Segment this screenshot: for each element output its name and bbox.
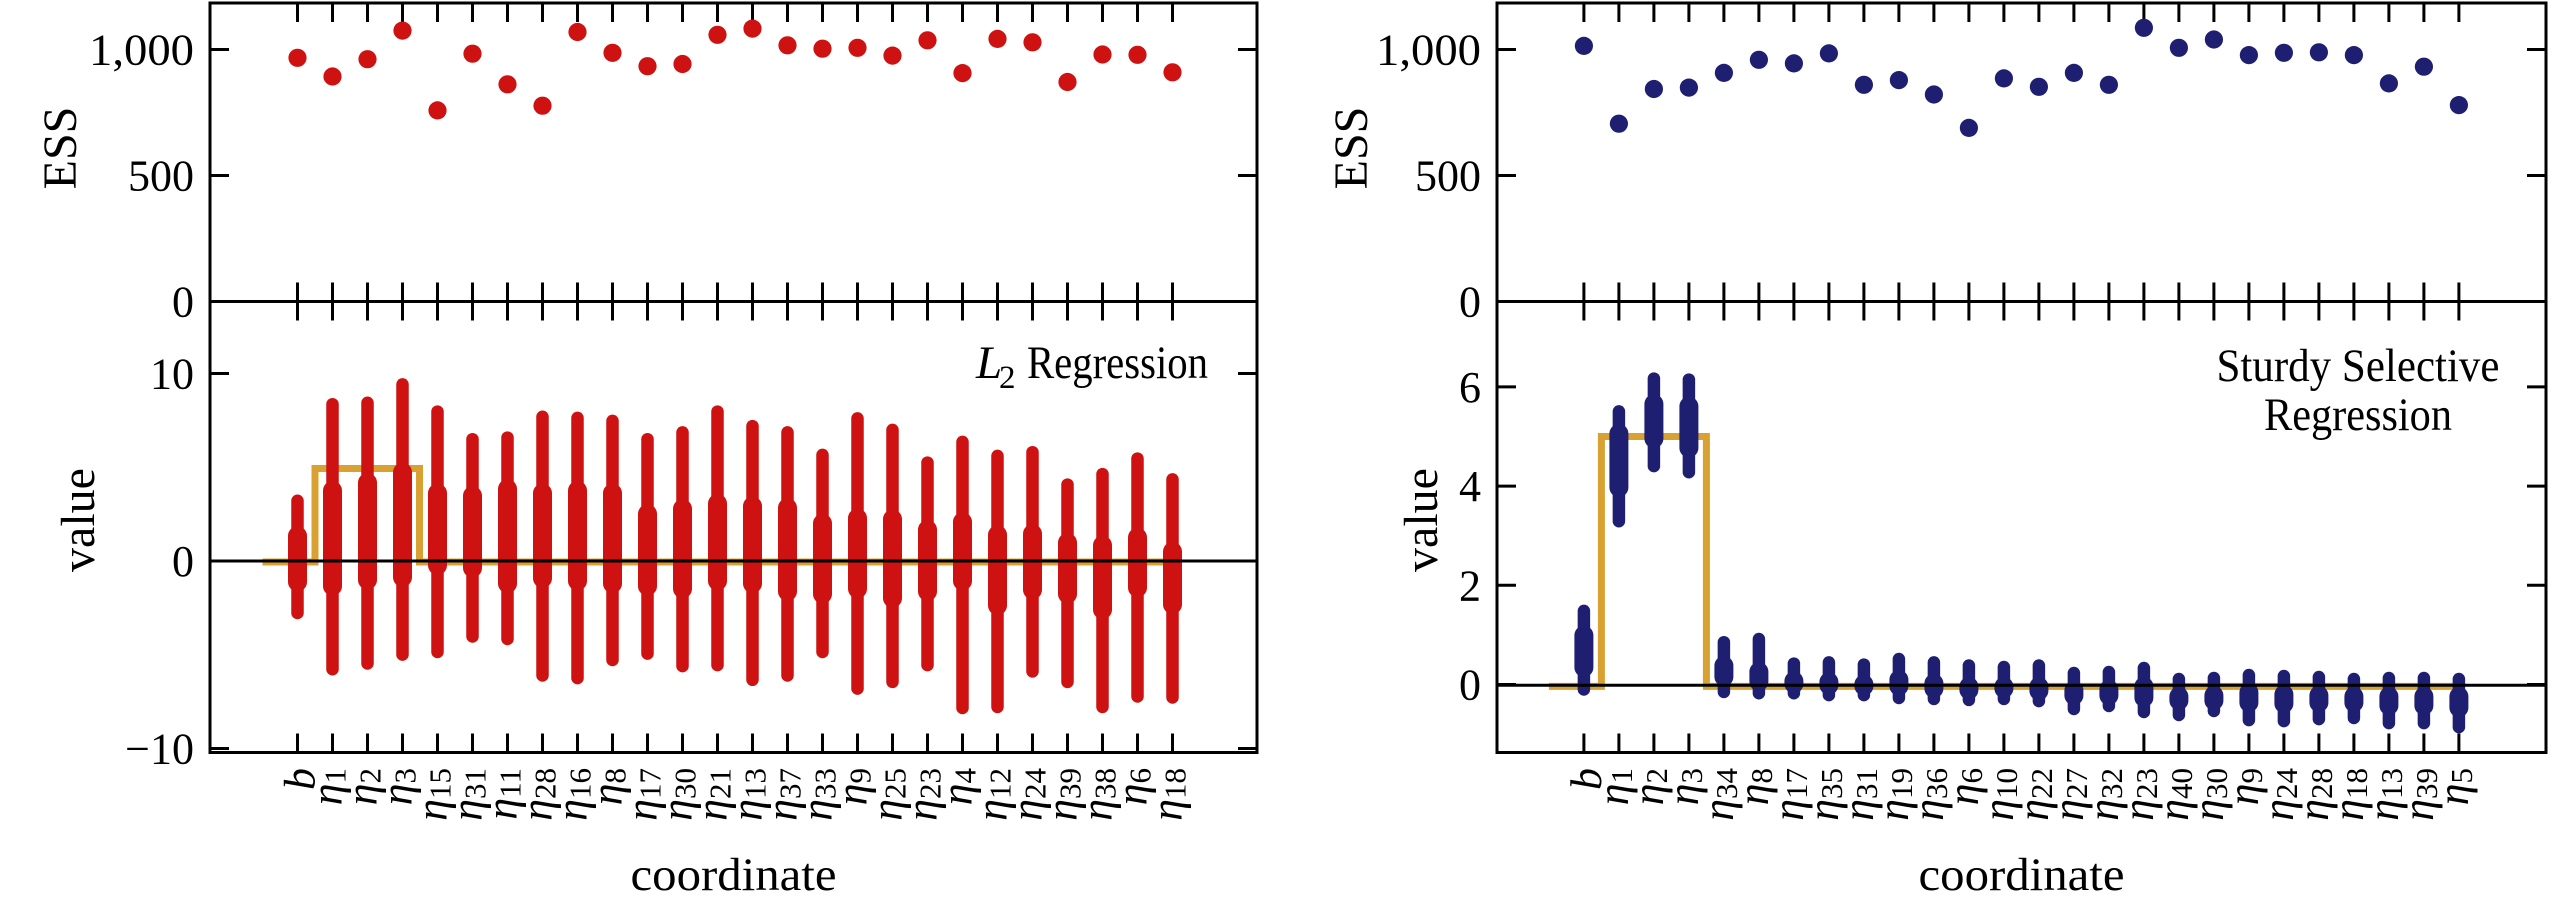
svg-text:η24: η24 bbox=[2254, 768, 2304, 821]
svg-text:η23: η23 bbox=[2114, 768, 2164, 821]
svg-text:η25: η25 bbox=[863, 768, 913, 821]
svg-text:coordinate: coordinate bbox=[1919, 849, 2125, 899]
svg-text:Regression: Regression bbox=[1027, 337, 1208, 389]
svg-text:ESS: ESS bbox=[34, 107, 87, 190]
svg-text:η8: η8 bbox=[583, 768, 633, 805]
svg-text:η31: η31 bbox=[1834, 768, 1884, 821]
svg-text:6: 6 bbox=[1459, 363, 1481, 412]
svg-text:η3: η3 bbox=[373, 768, 423, 805]
svg-text:η11: η11 bbox=[478, 768, 528, 820]
svg-text:η21: η21 bbox=[688, 768, 738, 821]
svg-text:L: L bbox=[975, 337, 1002, 389]
svg-text:η38: η38 bbox=[1073, 768, 1123, 821]
svg-text:η6: η6 bbox=[1108, 768, 1158, 805]
svg-text:η37: η37 bbox=[758, 768, 808, 821]
svg-text:η40: η40 bbox=[2149, 768, 2199, 821]
svg-text:η31: η31 bbox=[443, 768, 493, 821]
svg-text:η5: η5 bbox=[2429, 768, 2479, 805]
svg-text:0: 0 bbox=[1459, 278, 1481, 327]
svg-text:η39: η39 bbox=[1038, 768, 1088, 821]
svg-text:0: 0 bbox=[1459, 661, 1481, 710]
svg-text:η2: η2 bbox=[338, 768, 388, 805]
svg-text:η24: η24 bbox=[1003, 768, 1053, 821]
svg-text:0: 0 bbox=[172, 278, 194, 327]
svg-text:−10: −10 bbox=[125, 725, 194, 774]
svg-text:10: 10 bbox=[150, 350, 194, 399]
svg-text:0: 0 bbox=[172, 537, 194, 586]
svg-text:Regression: Regression bbox=[2264, 389, 2452, 441]
svg-text:η18: η18 bbox=[2324, 768, 2374, 821]
svg-text:1,000: 1,000 bbox=[1376, 26, 1481, 75]
svg-text:η23: η23 bbox=[898, 768, 948, 821]
svg-text:η22: η22 bbox=[2009, 768, 2059, 821]
svg-text:η30: η30 bbox=[653, 768, 703, 821]
svg-text:η18: η18 bbox=[1143, 768, 1193, 821]
svg-text:value: value bbox=[1395, 468, 1448, 572]
svg-text:η6: η6 bbox=[1939, 768, 1989, 805]
svg-text:η8: η8 bbox=[1729, 768, 1779, 805]
svg-text:η1: η1 bbox=[303, 768, 353, 805]
svg-text:η16: η16 bbox=[548, 768, 598, 821]
svg-text:2: 2 bbox=[999, 360, 1016, 396]
svg-text:η9: η9 bbox=[2219, 768, 2269, 805]
svg-text:coordinate: coordinate bbox=[631, 849, 837, 899]
svg-text:η9: η9 bbox=[828, 768, 878, 805]
svg-text:η33: η33 bbox=[793, 768, 843, 821]
svg-text:η35: η35 bbox=[1799, 768, 1849, 821]
svg-text:η1: η1 bbox=[1589, 768, 1639, 805]
svg-text:η4: η4 bbox=[933, 768, 983, 806]
svg-text:η34: η34 bbox=[1694, 768, 1744, 821]
svg-text:b: b bbox=[1562, 768, 1611, 790]
svg-text:η17: η17 bbox=[618, 768, 668, 821]
svg-text:η30: η30 bbox=[2184, 768, 2234, 821]
svg-text:η12: η12 bbox=[968, 768, 1018, 821]
svg-text:2: 2 bbox=[1459, 561, 1481, 610]
svg-text:1,000: 1,000 bbox=[89, 26, 194, 75]
svg-text:η19: η19 bbox=[1869, 768, 1919, 821]
svg-text:η36: η36 bbox=[1904, 768, 1954, 821]
svg-text:500: 500 bbox=[1415, 152, 1481, 201]
svg-text:η28: η28 bbox=[2289, 768, 2339, 821]
svg-text:4: 4 bbox=[1459, 462, 1481, 511]
svg-text:500: 500 bbox=[128, 152, 194, 201]
svg-text:η32: η32 bbox=[2079, 768, 2129, 821]
svg-text:η27: η27 bbox=[2044, 768, 2094, 821]
svg-text:η13: η13 bbox=[723, 768, 773, 821]
svg-text:b: b bbox=[276, 768, 325, 790]
svg-text:η17: η17 bbox=[1764, 768, 1814, 821]
svg-text:η15: η15 bbox=[408, 768, 458, 821]
svg-text:η28: η28 bbox=[513, 768, 563, 821]
svg-text:η3: η3 bbox=[1659, 768, 1709, 805]
svg-text:η10: η10 bbox=[1974, 768, 2024, 821]
svg-text:η13: η13 bbox=[2359, 768, 2409, 821]
svg-text:η2: η2 bbox=[1624, 768, 1674, 805]
svg-text:η39: η39 bbox=[2394, 768, 2444, 821]
svg-text:value: value bbox=[52, 468, 105, 572]
svg-text:ESS: ESS bbox=[1325, 107, 1378, 190]
svg-text:Sturdy Selective: Sturdy Selective bbox=[2217, 340, 2500, 392]
